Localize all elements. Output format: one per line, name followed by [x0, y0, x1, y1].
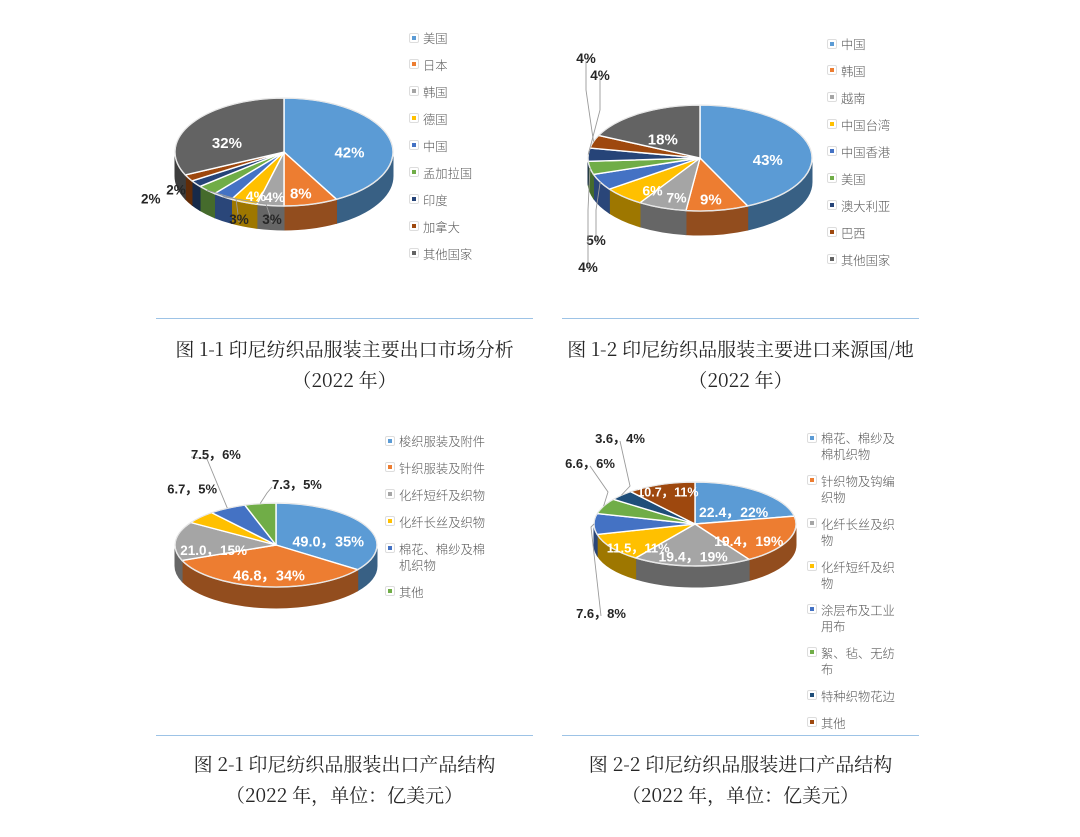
svg-text:9%: 9% — [700, 192, 722, 209]
svg-text:18%: 18% — [648, 131, 678, 148]
svg-text:4%: 4% — [576, 51, 596, 66]
svg-text:3%: 3% — [229, 212, 249, 227]
svg-text:6.6，6%: 6.6，6% — [565, 456, 615, 471]
svg-text:4%: 4% — [246, 188, 267, 204]
svg-text:19.4，19%: 19.4，19% — [658, 549, 728, 565]
svg-text:7.3，5%: 7.3，5% — [272, 477, 322, 492]
svg-text:3.6，4%: 3.6，4% — [595, 431, 645, 446]
svg-text:4%: 4% — [265, 189, 286, 205]
svg-text:5%: 5% — [586, 233, 606, 248]
svg-text:2%: 2% — [141, 192, 161, 207]
svg-text:19.4，19%: 19.4，19% — [714, 533, 784, 549]
svg-text:2%: 2% — [166, 182, 186, 197]
svg-text:32%: 32% — [212, 135, 242, 152]
svg-text:46.8，34%: 46.8，34% — [233, 569, 305, 585]
svg-text:49.0，35%: 49.0，35% — [292, 535, 364, 551]
svg-text:6%: 6% — [642, 183, 663, 199]
svg-text:21.0，15%: 21.0，15% — [180, 543, 247, 558]
svg-text:11.5，11%: 11.5，11% — [607, 540, 670, 555]
svg-text:3%: 3% — [262, 212, 282, 227]
svg-text:22.4，22%: 22.4，22% — [699, 504, 769, 520]
svg-text:42%: 42% — [334, 145, 364, 162]
svg-text:7.5，6%: 7.5，6% — [191, 447, 241, 462]
svg-text:7.6，8%: 7.6，8% — [576, 606, 626, 621]
svg-text:6.7，5%: 6.7，5% — [167, 482, 217, 497]
svg-text:43%: 43% — [753, 152, 783, 169]
svg-text:7%: 7% — [666, 190, 687, 206]
svg-text:10.7，11%: 10.7，11% — [637, 486, 698, 500]
svg-text:4%: 4% — [578, 260, 598, 275]
svg-text:4%: 4% — [590, 68, 610, 83]
svg-text:8%: 8% — [290, 185, 312, 202]
